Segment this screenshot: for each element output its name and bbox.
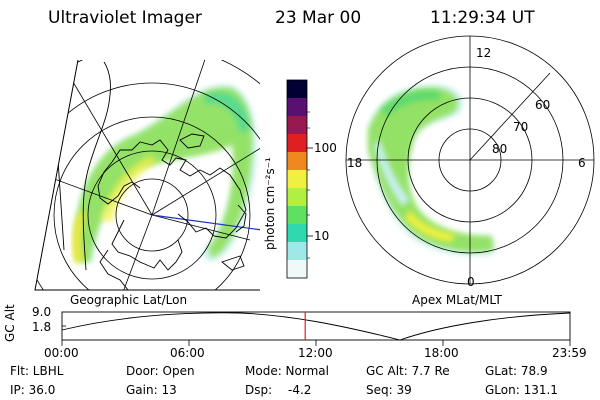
colorbar-segment bbox=[287, 98, 307, 117]
colorbar-segment bbox=[287, 242, 307, 261]
colorbar-segment bbox=[287, 188, 307, 207]
colorbar-unit-label: photon cm⁻²s⁻¹ bbox=[263, 157, 277, 250]
gc-alt-curve bbox=[61, 312, 571, 341]
colorbar-segment bbox=[287, 206, 307, 225]
dsp-label: Dsp: bbox=[245, 383, 273, 397]
colorbar bbox=[286, 79, 313, 279]
glon-info: GLon: 131.1 bbox=[485, 383, 558, 397]
geo-aurora-oval bbox=[75, 87, 253, 262]
timeline-axis-label: GC Alt bbox=[3, 304, 17, 342]
seq-info: Seq: 39 bbox=[366, 383, 412, 397]
geographic-panel bbox=[34, 59, 260, 291]
timeline-ytick-9: 9.0 bbox=[32, 305, 52, 319]
mlat-label-70: 70 bbox=[513, 120, 529, 134]
colorbar-segment bbox=[287, 224, 307, 243]
gain-info: Gain: 13 bbox=[126, 383, 177, 397]
apex-panel-caption: Apex MLat/MLT bbox=[412, 293, 502, 307]
colorbar-label-10: 10 bbox=[314, 229, 330, 243]
mode-info: Mode: Normal bbox=[245, 364, 329, 378]
apex-aurora-oval bbox=[368, 87, 494, 252]
dsp-value: -4.2 bbox=[288, 383, 312, 397]
colorbar-gradient bbox=[287, 80, 307, 279]
door-info: Door: Open bbox=[126, 364, 195, 378]
colorbar-segment bbox=[287, 152, 307, 171]
colorbar-segment bbox=[287, 260, 307, 279]
time-label: 11:29:34 UT bbox=[430, 8, 535, 28]
timeline-xtick-1800: 18:00 bbox=[424, 346, 459, 360]
mlt-label-12: 12 bbox=[476, 46, 492, 60]
timeline-xtick-2359: 23:59 bbox=[552, 346, 587, 360]
mlat-label-60: 60 bbox=[535, 98, 551, 112]
timeline-plot bbox=[61, 311, 571, 346]
apex-panel bbox=[345, 35, 595, 285]
colorbar-segment bbox=[287, 170, 307, 189]
gc-alt-info: GC Alt: 7.7 Re bbox=[366, 364, 450, 378]
date-label: 23 Mar 00 bbox=[275, 8, 362, 28]
instrument-title: Ultraviolet Imager bbox=[48, 8, 202, 28]
ip-info: IP: 36.0 bbox=[10, 383, 56, 397]
timeline-ytick-1.8: 1.8 bbox=[32, 320, 52, 334]
mlt-label-0: 0 bbox=[467, 275, 475, 289]
colorbar-segment bbox=[287, 80, 307, 99]
colorbar-label-100: 100 bbox=[314, 141, 337, 155]
colorbar-segment bbox=[287, 134, 307, 153]
colorbar-segment bbox=[287, 116, 307, 135]
mlat-label-80: 80 bbox=[492, 142, 508, 156]
timeline-xtick-0600: 06:00 bbox=[170, 346, 205, 360]
timeline-xtick-1200: 12:00 bbox=[298, 346, 333, 360]
geo-panel-caption: Geographic Lat/Lon bbox=[70, 293, 188, 307]
glat-info: GLat: 78.9 bbox=[485, 364, 548, 378]
mlt-label-6: 6 bbox=[578, 156, 586, 170]
timeline-xtick-0000: 00:00 bbox=[44, 346, 79, 360]
filter-info: Flt: LBHL bbox=[10, 364, 64, 378]
mlt-label-18: 18 bbox=[347, 156, 363, 170]
